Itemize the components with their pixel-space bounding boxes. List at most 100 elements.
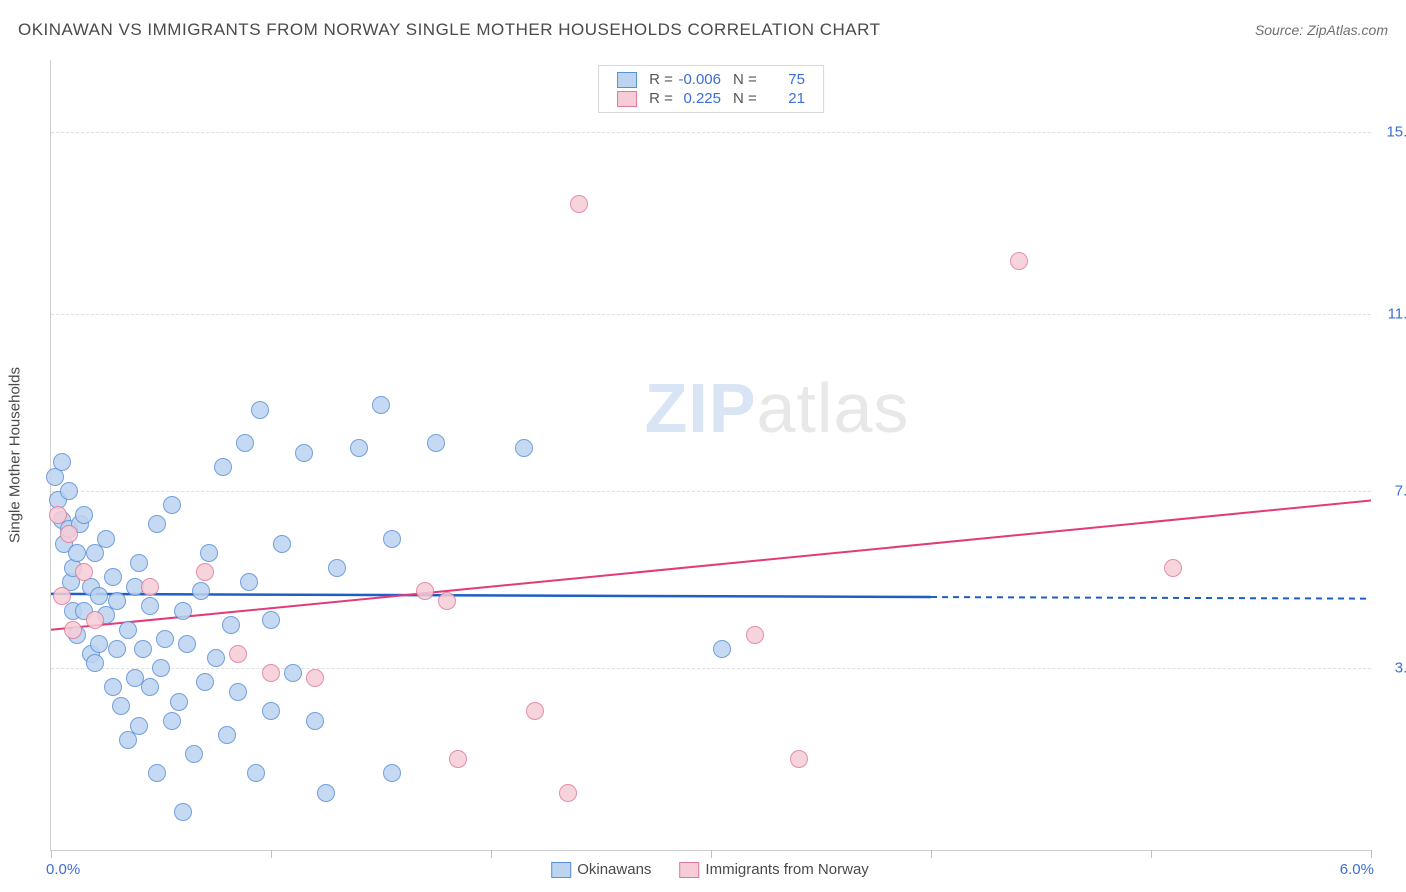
chart-header: OKINAWAN VS IMMIGRANTS FROM NORWAY SINGL… — [18, 20, 1388, 40]
scatter-point — [262, 611, 280, 629]
scatter-point — [317, 784, 335, 802]
legend-label: Okinawans — [577, 861, 651, 878]
gridline — [51, 668, 1371, 669]
trend-line — [51, 594, 931, 597]
scatter-point — [383, 764, 401, 782]
scatter-point — [141, 678, 159, 696]
legend-swatch — [617, 72, 637, 88]
trend-lines — [51, 60, 1371, 850]
scatter-chart: ZIPatlas R = -0.006 N = 75 R = 0.225 N =… — [50, 60, 1370, 850]
scatter-point — [790, 750, 808, 768]
legend-swatch — [617, 91, 637, 107]
legend-row: R = 0.225 N = 21 — [611, 89, 811, 108]
scatter-point — [559, 784, 577, 802]
scatter-point — [90, 587, 108, 605]
scatter-point — [148, 764, 166, 782]
scatter-point — [75, 506, 93, 524]
scatter-point — [416, 582, 434, 600]
legend-swatch — [679, 862, 699, 878]
scatter-point — [306, 712, 324, 730]
scatter-point — [526, 702, 544, 720]
scatter-point — [1010, 252, 1028, 270]
scatter-point — [229, 645, 247, 663]
watermark-atlas: atlas — [757, 369, 910, 447]
scatter-point — [174, 602, 192, 620]
scatter-point — [214, 458, 232, 476]
scatter-point — [229, 683, 247, 701]
scatter-point — [306, 669, 324, 687]
y-tick-label: 11.2% — [1377, 305, 1406, 322]
scatter-point — [185, 745, 203, 763]
x-axis-max-label: 6.0% — [1340, 861, 1374, 878]
scatter-point — [427, 434, 445, 452]
legend-item: Okinawans — [551, 861, 651, 878]
scatter-point — [449, 750, 467, 768]
gridline — [51, 132, 1371, 133]
scatter-point — [196, 673, 214, 691]
legend-n-value: 75 — [761, 71, 805, 88]
x-tick — [491, 850, 492, 858]
scatter-point — [236, 434, 254, 452]
scatter-point — [75, 563, 93, 581]
scatter-point — [156, 630, 174, 648]
scatter-point — [130, 554, 148, 572]
legend-r-key: R = — [649, 71, 673, 88]
legend-n-value: 21 — [761, 90, 805, 107]
scatter-point — [262, 702, 280, 720]
legend-item: Immigrants from Norway — [679, 861, 868, 878]
scatter-point — [1164, 559, 1182, 577]
y-tick-label: 7.5% — [1377, 482, 1406, 499]
plot-area: ZIPatlas R = -0.006 N = 75 R = 0.225 N =… — [50, 60, 1371, 851]
scatter-point — [64, 621, 82, 639]
x-tick — [1151, 850, 1152, 858]
legend-swatch — [551, 862, 571, 878]
scatter-point — [163, 712, 181, 730]
scatter-point — [178, 635, 196, 653]
scatter-point — [170, 693, 188, 711]
legend-r-value: -0.006 — [677, 71, 721, 88]
scatter-point — [328, 559, 346, 577]
scatter-point — [196, 563, 214, 581]
watermark-zip: ZIP — [645, 369, 757, 447]
gridline — [51, 314, 1371, 315]
scatter-point — [53, 453, 71, 471]
trend-line-dashed — [931, 597, 1371, 599]
legend-series: Okinawans Immigrants from Norway — [551, 861, 869, 878]
x-axis-min-label: 0.0% — [46, 861, 80, 878]
scatter-point — [284, 664, 302, 682]
scatter-point — [108, 640, 126, 658]
scatter-point — [97, 530, 115, 548]
legend-n-key: N = — [733, 71, 757, 88]
scatter-point — [112, 697, 130, 715]
legend-row: R = -0.006 N = 75 — [611, 70, 811, 89]
scatter-point — [148, 515, 166, 533]
scatter-point — [141, 597, 159, 615]
legend-correlation: R = -0.006 N = 75 R = 0.225 N = 21 — [598, 65, 824, 113]
scatter-point — [273, 535, 291, 553]
scatter-point — [104, 678, 122, 696]
scatter-point — [383, 530, 401, 548]
scatter-point — [86, 611, 104, 629]
scatter-point — [438, 592, 456, 610]
chart-title: OKINAWAN VS IMMIGRANTS FROM NORWAY SINGL… — [18, 20, 880, 40]
scatter-point — [130, 717, 148, 735]
scatter-point — [570, 195, 588, 213]
scatter-point — [108, 592, 126, 610]
scatter-point — [247, 764, 265, 782]
y-tick-label: 3.8% — [1377, 660, 1406, 677]
scatter-point — [350, 439, 368, 457]
scatter-point — [240, 573, 258, 591]
chart-source: Source: ZipAtlas.com — [1255, 22, 1388, 38]
scatter-point — [515, 439, 533, 457]
scatter-point — [119, 621, 137, 639]
scatter-point — [134, 640, 152, 658]
scatter-point — [49, 506, 67, 524]
scatter-point — [372, 396, 390, 414]
x-tick — [1371, 850, 1372, 858]
scatter-point — [60, 525, 78, 543]
scatter-point — [152, 659, 170, 677]
scatter-point — [90, 635, 108, 653]
scatter-point — [104, 568, 122, 586]
scatter-point — [68, 544, 86, 562]
scatter-point — [251, 401, 269, 419]
